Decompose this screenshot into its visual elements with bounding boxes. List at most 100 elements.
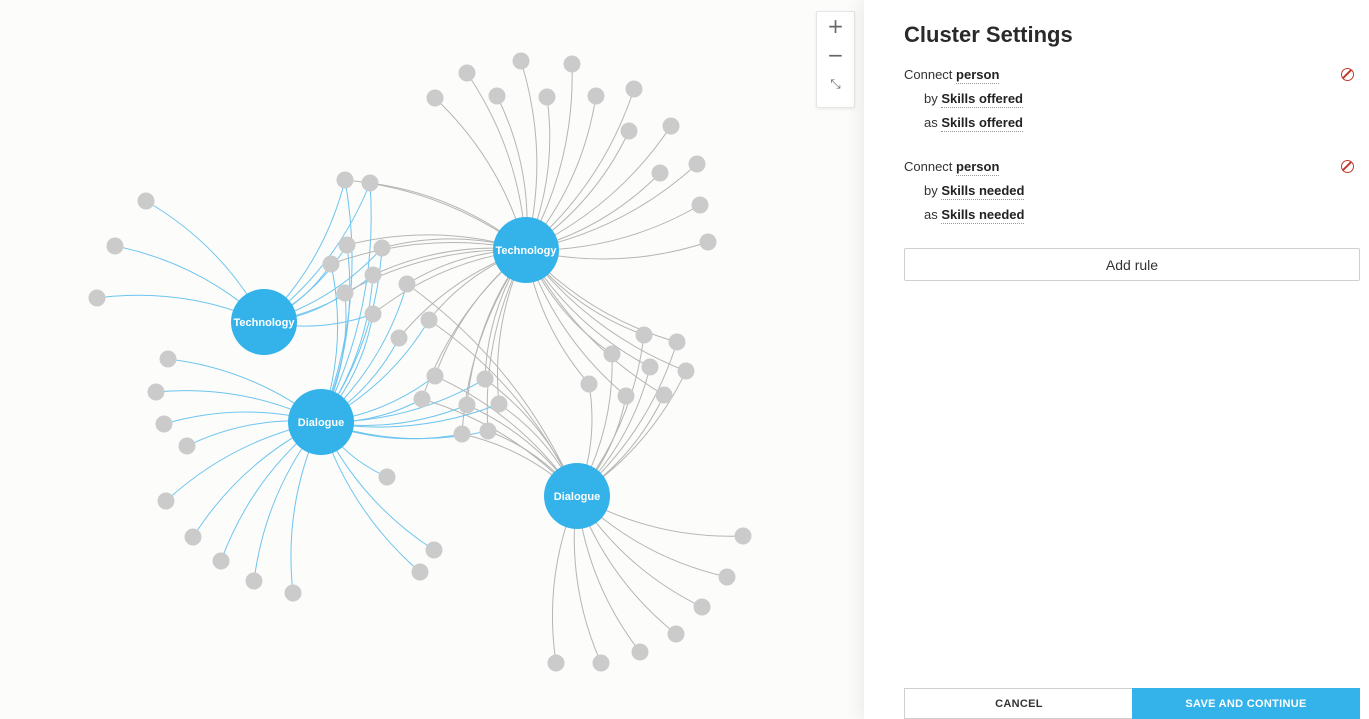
cluster-label: Dialogue <box>298 417 344 429</box>
graph-leaf-node[interactable] <box>662 117 680 135</box>
graph-leaf-node[interactable] <box>425 541 443 559</box>
zoom-controls: + − ⤡ <box>816 11 855 108</box>
graph-leaf-node[interactable] <box>718 568 736 586</box>
graph-leaf-node[interactable] <box>378 468 396 486</box>
graph-leaf-node[interactable] <box>322 255 340 273</box>
graph-leaf-node[interactable] <box>336 171 354 189</box>
network-graph[interactable]: Technology Technology Dialogue Dialogue <box>0 0 864 719</box>
entity-selector[interactable]: person <box>956 67 1000 84</box>
graph-leaf-node[interactable] <box>625 80 643 98</box>
graph-leaf-node[interactable] <box>106 237 124 255</box>
panel-title: Cluster Settings <box>904 22 1073 47</box>
as-field-selector[interactable]: Skills needed <box>941 207 1025 224</box>
graph-leaf-node[interactable] <box>617 387 635 405</box>
reset-zoom-icon[interactable]: ⤡ <box>817 70 854 99</box>
graph-leaf-node[interactable] <box>426 89 444 107</box>
save-and-continue-button[interactable]: SAVE AND CONTINUE <box>1132 688 1360 719</box>
graph-leaf-node[interactable] <box>426 367 444 385</box>
graph-leaf-node[interactable] <box>413 390 431 408</box>
as-field-selector[interactable]: Skills offered <box>941 115 1023 132</box>
graph-leaf-node[interactable] <box>137 192 155 210</box>
graph-leaf-node[interactable] <box>390 329 408 347</box>
by-prefix: by <box>924 183 938 198</box>
graph-leaf-node[interactable] <box>476 370 494 388</box>
cluster-node-dialogue-bottom[interactable]: Dialogue <box>544 463 610 529</box>
graph-leaf-node[interactable] <box>603 345 621 363</box>
graph-leaf-node[interactable] <box>364 305 382 323</box>
cluster-label: Technology <box>234 317 296 329</box>
by-prefix: by <box>924 91 938 106</box>
rule-connect-line: Connect person <box>904 63 1359 87</box>
cluster-node-technology-left[interactable]: Technology <box>231 289 297 355</box>
graph-leaf-node[interactable] <box>668 333 686 351</box>
graph-leaf-node[interactable] <box>580 375 598 393</box>
graph-leaf-node[interactable] <box>693 598 711 616</box>
remove-rule-icon[interactable] <box>1341 160 1354 173</box>
rule-by-line: by Skills needed <box>904 179 1359 203</box>
graph-leaf-node[interactable] <box>458 64 476 82</box>
graph-leaf-node[interactable] <box>490 395 508 413</box>
graph-leaf-node[interactable] <box>364 266 382 284</box>
graph-leaf-node[interactable] <box>655 386 673 404</box>
graph-leaf-node[interactable] <box>563 55 581 73</box>
graph-leaf-node[interactable] <box>512 52 530 70</box>
graph-leaf-node[interactable] <box>587 87 605 105</box>
graph-edge <box>406 283 578 497</box>
graph-leaf-node[interactable] <box>361 174 379 192</box>
graph-leaf-node[interactable] <box>155 415 173 433</box>
graph-leaf-node[interactable] <box>338 236 356 254</box>
entity-selector[interactable]: person <box>956 159 1000 176</box>
graph-leaf-node[interactable] <box>178 437 196 455</box>
rule-as-line: as Skills offered <box>904 111 1359 135</box>
graph-leaf-node[interactable] <box>411 563 429 581</box>
graph-leaf-node[interactable] <box>159 350 177 368</box>
rule-connect-line: Connect person <box>904 155 1359 179</box>
connect-prefix: Connect <box>904 67 953 82</box>
graph-leaf-node[interactable] <box>651 164 669 182</box>
graph-leaf-node[interactable] <box>245 572 263 590</box>
cancel-button[interactable]: CANCEL <box>904 688 1133 719</box>
graph-leaf-node[interactable] <box>691 196 709 214</box>
as-prefix: as <box>924 207 938 222</box>
graph-leaf-node[interactable] <box>734 527 752 545</box>
graph-leaf-node[interactable] <box>620 122 638 140</box>
graph-leaf-node[interactable] <box>88 289 106 307</box>
graph-leaf-node[interactable] <box>677 362 695 380</box>
graph-leaf-node[interactable] <box>212 552 230 570</box>
graph-leaf-node[interactable] <box>453 425 471 443</box>
graph-leaf-node[interactable] <box>479 422 497 440</box>
graph-leaf-node[interactable] <box>373 239 391 257</box>
graph-leaf-node[interactable] <box>538 88 556 106</box>
graph-leaf-node[interactable] <box>547 654 565 672</box>
graph-leaf-node[interactable] <box>336 284 354 302</box>
graph-leaf-node[interactable] <box>667 625 685 643</box>
graph-leaf-node[interactable] <box>398 275 416 293</box>
graph-leaf-node[interactable] <box>458 396 476 414</box>
graph-leaf-node[interactable] <box>157 492 175 510</box>
graph-leaf-node[interactable] <box>641 358 659 376</box>
cluster-settings-panel: Cluster Settings Connect person by Skill… <box>864 0 1369 719</box>
graph-leaf-node[interactable] <box>631 643 649 661</box>
network-graph-canvas[interactable]: Technology Technology Dialogue Dialogue … <box>0 0 864 719</box>
cluster-label: Dialogue <box>554 491 600 503</box>
graph-leaf-node[interactable] <box>488 87 506 105</box>
graph-leaf-node[interactable] <box>699 233 717 251</box>
graph-leaf-node[interactable] <box>420 311 438 329</box>
cluster-rule: Connect person by Skills offered as Skil… <box>904 63 1359 135</box>
zoom-out-button[interactable]: − <box>817 41 854 70</box>
cluster-node-dialogue-left[interactable]: Dialogue <box>288 389 354 455</box>
graph-leaf-node[interactable] <box>688 155 706 173</box>
cluster-node-technology-top[interactable]: Technology <box>493 217 559 283</box>
connect-prefix: Connect <box>904 159 953 174</box>
graph-leaf-node[interactable] <box>592 654 610 672</box>
graph-leaf-node[interactable] <box>147 383 165 401</box>
zoom-in-button[interactable]: + <box>817 12 854 41</box>
by-field-selector[interactable]: Skills needed <box>941 183 1025 200</box>
cluster-rule: Connect person by Skills needed as Skill… <box>904 155 1359 227</box>
graph-leaf-node[interactable] <box>184 528 202 546</box>
remove-rule-icon[interactable] <box>1341 68 1354 81</box>
graph-leaf-node[interactable] <box>284 584 302 602</box>
graph-leaf-node[interactable] <box>635 326 653 344</box>
add-rule-button[interactable]: Add rule <box>904 248 1360 281</box>
by-field-selector[interactable]: Skills offered <box>941 91 1023 108</box>
